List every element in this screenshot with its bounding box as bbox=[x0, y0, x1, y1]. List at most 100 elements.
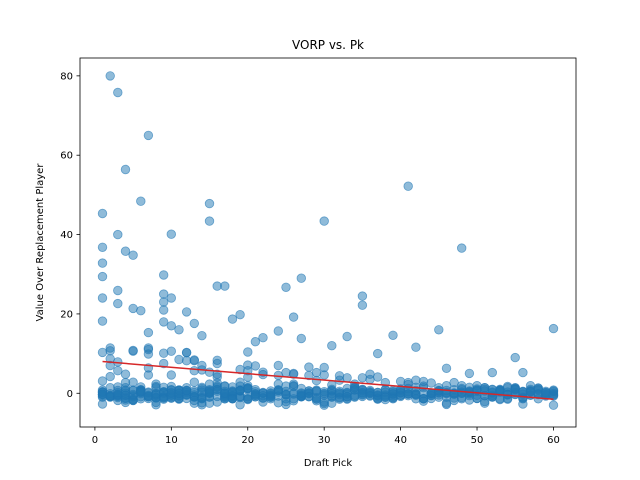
data-point bbox=[212, 355, 222, 366]
data-point bbox=[151, 400, 161, 410]
data-point bbox=[120, 246, 131, 256]
data-point bbox=[128, 303, 138, 314]
data-point bbox=[120, 164, 131, 175]
data-point bbox=[97, 242, 108, 253]
data-point bbox=[518, 367, 528, 378]
data-point bbox=[166, 370, 177, 380]
data-point bbox=[204, 367, 215, 377]
data-point bbox=[548, 400, 559, 410]
data-point bbox=[273, 391, 284, 401]
data-point bbox=[158, 305, 169, 315]
data-point bbox=[113, 87, 123, 98]
data-point bbox=[197, 331, 207, 341]
data-point bbox=[426, 378, 436, 388]
data-point bbox=[388, 330, 398, 341]
data-point bbox=[181, 393, 192, 404]
y-tick-label: 0 bbox=[67, 389, 73, 400]
data-point bbox=[403, 181, 413, 191]
data-point bbox=[380, 385, 391, 395]
data-point bbox=[189, 318, 200, 329]
data-point bbox=[105, 346, 115, 356]
data-point bbox=[319, 362, 329, 373]
y-axis: 0 20 40 60 80 bbox=[60, 71, 80, 400]
data-point bbox=[357, 300, 368, 310]
data-point bbox=[166, 346, 177, 356]
data-point bbox=[327, 341, 337, 351]
data-point bbox=[472, 386, 482, 397]
data-point bbox=[113, 229, 123, 240]
data-point bbox=[296, 333, 307, 344]
data-point bbox=[204, 216, 215, 226]
data-point bbox=[548, 323, 559, 334]
data-point bbox=[418, 376, 429, 387]
y-axis-label: Value Over Replacement Player bbox=[35, 163, 46, 322]
x-axis: 0 10 20 30 40 50 60 bbox=[92, 427, 560, 446]
data-point bbox=[235, 310, 245, 320]
data-point bbox=[105, 371, 115, 382]
x-axis-label: Draft Pick bbox=[304, 458, 352, 469]
data-point bbox=[464, 368, 475, 379]
data-point bbox=[319, 216, 329, 226]
data-point bbox=[136, 196, 146, 206]
y-tick-label: 80 bbox=[60, 71, 73, 82]
data-point bbox=[441, 363, 452, 374]
data-point bbox=[113, 285, 123, 296]
x-tick-label: 20 bbox=[241, 435, 254, 446]
data-point bbox=[288, 312, 299, 322]
data-point bbox=[510, 385, 520, 395]
points-layer bbox=[97, 71, 559, 410]
data-point bbox=[97, 271, 108, 282]
data-point bbox=[235, 377, 245, 387]
x-tick-label: 40 bbox=[394, 435, 407, 446]
data-point bbox=[136, 306, 146, 316]
data-point bbox=[143, 327, 154, 338]
x-tick-label: 0 bbox=[92, 435, 98, 446]
data-point bbox=[357, 291, 368, 301]
data-point bbox=[97, 208, 108, 219]
data-point bbox=[288, 369, 299, 379]
data-point bbox=[327, 380, 337, 390]
data-point bbox=[243, 372, 253, 382]
trend-line bbox=[102, 360, 554, 400]
data-point bbox=[143, 130, 154, 141]
data-point bbox=[311, 367, 322, 378]
data-point bbox=[143, 343, 154, 353]
data-point bbox=[181, 307, 192, 317]
data-point bbox=[204, 198, 215, 209]
y-tick-label: 60 bbox=[60, 151, 73, 162]
data-point bbox=[296, 273, 307, 283]
data-point bbox=[189, 355, 200, 365]
data-point bbox=[97, 258, 108, 268]
data-point bbox=[480, 398, 490, 408]
chart-title: VORP vs. Pk bbox=[292, 38, 364, 52]
data-point bbox=[158, 358, 169, 369]
data-point bbox=[258, 333, 268, 343]
data-point bbox=[105, 360, 115, 371]
data-point bbox=[464, 395, 475, 405]
data-point bbox=[342, 373, 352, 383]
data-point bbox=[97, 399, 108, 409]
data-point bbox=[373, 348, 383, 359]
data-point bbox=[220, 281, 230, 291]
data-point bbox=[166, 229, 177, 239]
data-point bbox=[250, 337, 261, 347]
data-point bbox=[166, 293, 177, 303]
data-point bbox=[441, 399, 452, 410]
data-point bbox=[166, 321, 177, 331]
data-point bbox=[281, 282, 291, 293]
data-point bbox=[189, 377, 200, 387]
data-point bbox=[113, 366, 123, 376]
data-point bbox=[273, 360, 284, 371]
data-point bbox=[113, 298, 123, 309]
y-tick-label: 20 bbox=[60, 309, 73, 320]
data-point bbox=[510, 352, 520, 363]
data-point bbox=[319, 397, 329, 407]
data-point bbox=[97, 376, 108, 386]
data-point bbox=[342, 331, 352, 342]
x-tick-label: 10 bbox=[165, 435, 178, 446]
data-point bbox=[97, 293, 108, 303]
data-point bbox=[158, 317, 169, 327]
data-point bbox=[105, 71, 115, 81]
plot-frame bbox=[79, 57, 577, 428]
